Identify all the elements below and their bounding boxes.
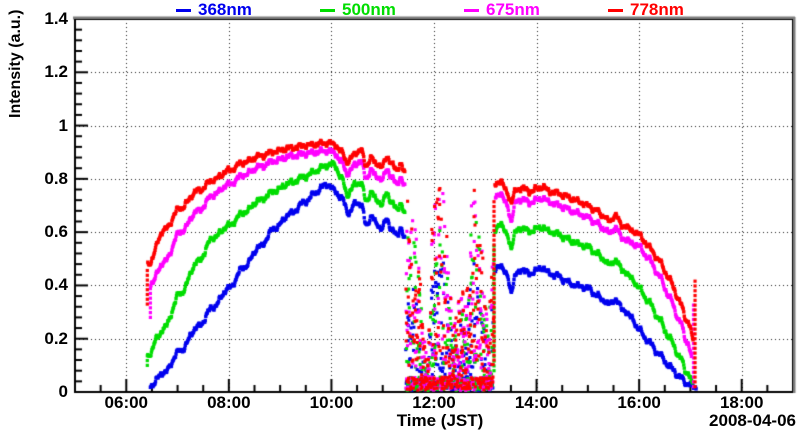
- y-tick-label: 0: [58, 382, 68, 401]
- x-tick-label: 18:00: [719, 393, 764, 412]
- y-tick-label: 0.2: [44, 328, 68, 348]
- legend-line-swatch: [464, 8, 479, 12]
- y-tick-label: 0.4: [44, 275, 68, 295]
- x-tick-label: 10:00: [309, 393, 354, 412]
- x-tick-label: 16:00: [617, 393, 661, 412]
- legend-line-swatch: [608, 8, 623, 12]
- y-tick-label: 1: [58, 115, 68, 135]
- legend-item-778nm: 778nm: [608, 0, 684, 20]
- x-tick-label: 14:00: [514, 393, 559, 412]
- legend-label: 675nm: [486, 0, 540, 19]
- legend-line-swatch: [176, 8, 191, 12]
- legend-label: 500nm: [342, 0, 396, 19]
- legend-line-swatch: [320, 8, 335, 12]
- legend-label: 778nm: [630, 0, 684, 19]
- date-label: 2008-04-06: [709, 411, 796, 430]
- x-tick-label: 08:00: [207, 393, 251, 412]
- x-axis-title: Time (JST): [396, 411, 484, 430]
- legend-item-675nm: 675nm: [464, 0, 540, 20]
- y-tick-label: 1.4: [44, 9, 68, 28]
- legend-item-368nm: 368nm: [176, 0, 252, 20]
- y-tick-label: 0.8: [44, 168, 68, 188]
- y-tick-label: 0.6: [44, 222, 68, 242]
- x-tick-label: 12:00: [412, 393, 456, 412]
- x-tick-label: 06:00: [104, 393, 149, 412]
- y-axis-title: Intensity (a.u.): [7, 9, 24, 118]
- legend-label: 368nm: [198, 0, 252, 19]
- legend-item-500nm: 500nm: [320, 0, 396, 20]
- y-tick-label: 1.2: [44, 62, 68, 82]
